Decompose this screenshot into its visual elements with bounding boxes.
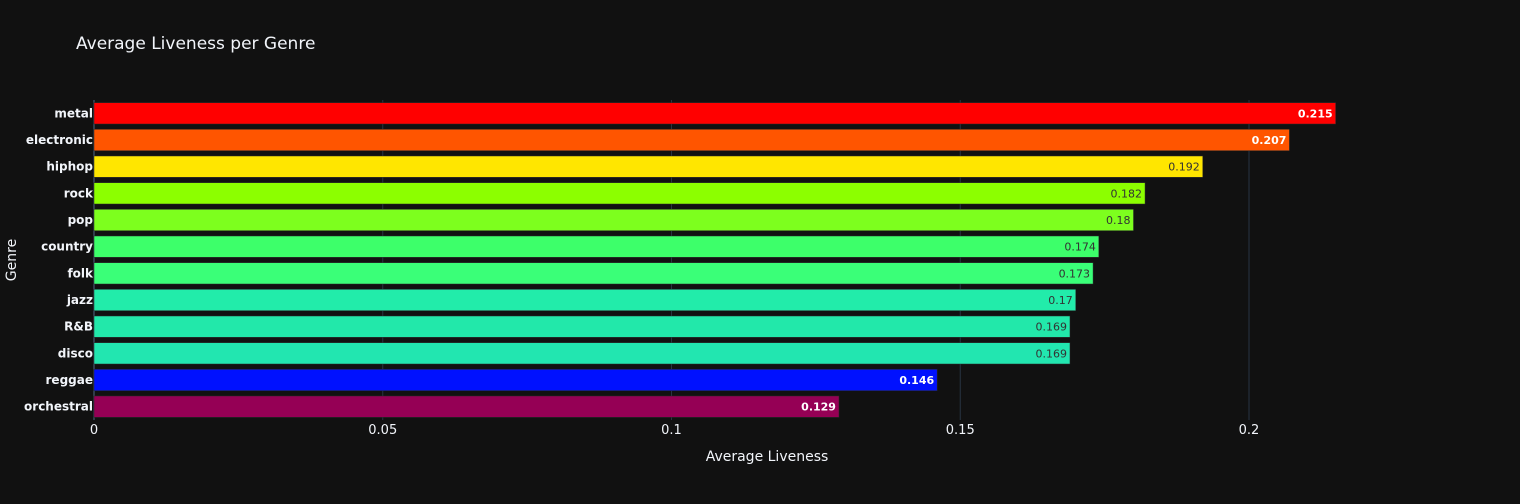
y-tick-label: reggae [46,373,93,387]
bar-value-label: 0.17 [1048,294,1073,307]
y-tick-label: orchestral [24,400,93,414]
y-tick-label: country [41,240,93,254]
bar-value-label: 0.174 [1064,241,1096,254]
y-tick-label: metal [54,106,93,120]
x-tick-label: 0.1 [661,423,682,438]
y-tick-label: hiphop [46,160,93,174]
bar-pop[interactable] [93,209,1134,231]
x-tick-label: 0.2 [1239,423,1260,438]
chart-title: Average Liveness per Genre [76,34,315,54]
y-tick-label: rock [64,186,94,200]
x-axis: 0 0.05 0.1 0.15 0.2 [90,423,1259,438]
x-tick-label: 0 [90,423,98,438]
x-axis-title: Average Liveness [706,449,829,465]
bar-value-label: 0.169 [1035,347,1067,360]
bar-reggae[interactable] [93,369,938,391]
y-axis: metal electronic hiphop rock pop country folk j… [24,106,94,413]
y-tick-label: disco [58,346,93,360]
grid-layer [93,100,1250,420]
bar-jazz[interactable] [93,289,1076,311]
bar-value-label: 0.146 [899,374,934,387]
bar-disco[interactable] [93,342,1071,365]
bar-value-label: 0.129 [801,401,836,414]
y-tick-label: pop [68,213,94,227]
y-tick-label: folk [67,266,94,280]
bar-value-label: 0.18 [1106,214,1131,227]
bar-value-label: 0.169 [1035,321,1067,334]
bar-value-label: 0.192 [1168,161,1200,174]
bar-rock[interactable] [93,182,1146,205]
bar-value-label: 0.215 [1298,107,1333,120]
bar-value-label: 0.207 [1252,134,1287,147]
bar-hiphop[interactable] [93,155,1204,178]
bar-metal[interactable] [93,102,1336,125]
x-tick-label: 0.15 [946,423,975,438]
y-tick-label: jazz [66,293,93,307]
bars-layer [93,102,1336,418]
y-tick-label: R&B [64,320,93,334]
bar-orchestral[interactable] [93,395,840,418]
y-tick-label: electronic [26,133,93,147]
bar-country[interactable] [93,235,1100,258]
y-axis-title: Genre [4,239,20,281]
bar-value-label: 0.173 [1059,267,1091,280]
x-tick-label: 0.05 [368,423,397,438]
bar-r-b[interactable] [93,315,1071,338]
bar-folk[interactable] [93,262,1094,285]
value-labels-layer: 0.215 0.207 0.192 0.182 0.18 0.174 0.173 0.17 0.… [801,107,1332,413]
bar-value-label: 0.182 [1111,187,1143,200]
bar-electronic[interactable] [93,129,1290,151]
